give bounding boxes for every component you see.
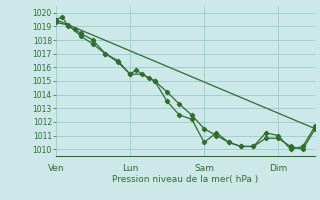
X-axis label: Pression niveau de la mer( hPa ): Pression niveau de la mer( hPa )	[112, 175, 259, 184]
